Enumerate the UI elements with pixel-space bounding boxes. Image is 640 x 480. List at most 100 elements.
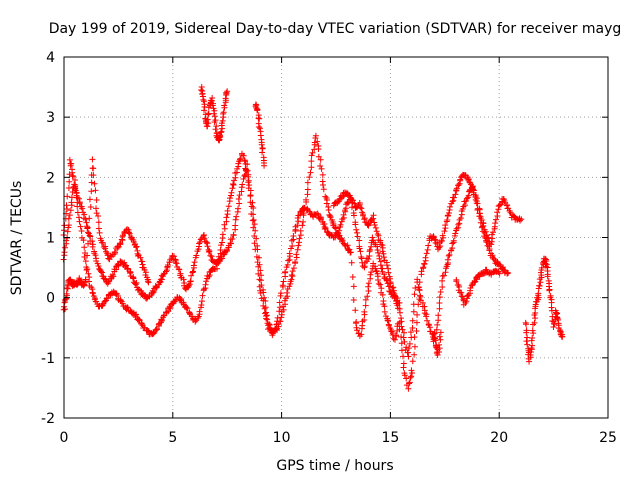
- data-point: [457, 215, 464, 222]
- data-point: [251, 221, 258, 228]
- data-point: [480, 228, 487, 235]
- data-point: [453, 278, 460, 285]
- data-point: [451, 194, 458, 201]
- data-point: [463, 298, 470, 305]
- data-point: [63, 202, 70, 209]
- data-point: [410, 308, 417, 315]
- data-point: [306, 174, 313, 181]
- data-point: [250, 204, 257, 211]
- data-point: [78, 228, 85, 235]
- data-point: [190, 262, 197, 269]
- data-point: [90, 172, 97, 179]
- data-point: [411, 351, 418, 358]
- data-point: [63, 290, 70, 297]
- data-point: [240, 152, 247, 159]
- data-point: [111, 248, 118, 255]
- data-point: [308, 164, 315, 171]
- data-point: [242, 160, 249, 167]
- data-point: [223, 214, 230, 221]
- data-point: [145, 279, 152, 286]
- data-point: [84, 225, 91, 232]
- data-point: [77, 223, 84, 230]
- data-point: [217, 133, 224, 140]
- data-point: [233, 213, 240, 220]
- data-point: [288, 271, 295, 278]
- data-point: [377, 262, 384, 269]
- data-point: [524, 341, 531, 348]
- data-point: [285, 257, 292, 264]
- data-point: [66, 178, 73, 185]
- data-point: [538, 264, 545, 271]
- data-point: [93, 258, 100, 265]
- data-point: [198, 86, 205, 93]
- data-point: [232, 216, 239, 223]
- data-point: [254, 259, 261, 266]
- data-point: [280, 278, 287, 285]
- data-point: [72, 185, 79, 192]
- data-point: [323, 200, 330, 207]
- data-point: [187, 278, 194, 285]
- data-point: [166, 303, 173, 310]
- data-point: [220, 109, 227, 116]
- data-point: [482, 234, 489, 241]
- data-point: [91, 180, 98, 187]
- data-point: [95, 225, 102, 232]
- data-point: [455, 221, 462, 228]
- data-point: [190, 268, 197, 275]
- data-point: [251, 232, 258, 239]
- data-point: [118, 236, 125, 243]
- data-point: [456, 180, 463, 187]
- data-point: [408, 373, 415, 380]
- data-point: [158, 317, 165, 324]
- data-point: [239, 181, 246, 188]
- data-point: [554, 315, 561, 322]
- data-point: [201, 235, 208, 242]
- y-tick-label: -1: [41, 351, 55, 367]
- data-point: [436, 345, 443, 352]
- data-point: [89, 290, 96, 297]
- data-point: [304, 186, 311, 193]
- data-point: [85, 270, 92, 277]
- data-point: [352, 320, 359, 327]
- data-point: [361, 316, 368, 323]
- data-point: [490, 229, 497, 236]
- y-tick-label: 2: [46, 170, 55, 186]
- data-point: [247, 192, 254, 199]
- data-point: [436, 333, 443, 340]
- data-point: [266, 324, 273, 331]
- plot-frame: [63, 56, 609, 419]
- data-point: [74, 209, 81, 216]
- data-point: [453, 185, 460, 192]
- data-point: [432, 337, 439, 344]
- data-point: [241, 173, 248, 180]
- data-point: [133, 244, 140, 251]
- data-point: [257, 267, 264, 274]
- data-point: [85, 240, 92, 247]
- data-point: [546, 287, 553, 294]
- data-point: [357, 204, 364, 211]
- data-point: [64, 193, 71, 200]
- data-point: [364, 293, 371, 300]
- data-point: [81, 253, 88, 260]
- data-point: [109, 271, 116, 278]
- data-point: [132, 281, 139, 288]
- data-point: [372, 224, 379, 231]
- data-point: [200, 286, 207, 293]
- data-point: [294, 215, 301, 222]
- data-point: [317, 156, 324, 163]
- data-point: [385, 269, 392, 276]
- data-point: [64, 206, 71, 213]
- data-point: [340, 211, 347, 218]
- data-point: [83, 267, 90, 274]
- data-point: [375, 280, 382, 287]
- data-point: [289, 273, 296, 280]
- data-point: [237, 155, 244, 162]
- data-point: [269, 332, 276, 339]
- data-point: [320, 181, 327, 188]
- data-point: [358, 205, 365, 212]
- data-point: [439, 232, 446, 239]
- y-tick-label: 0: [46, 291, 55, 307]
- data-point: [219, 117, 226, 124]
- data-point: [224, 88, 231, 95]
